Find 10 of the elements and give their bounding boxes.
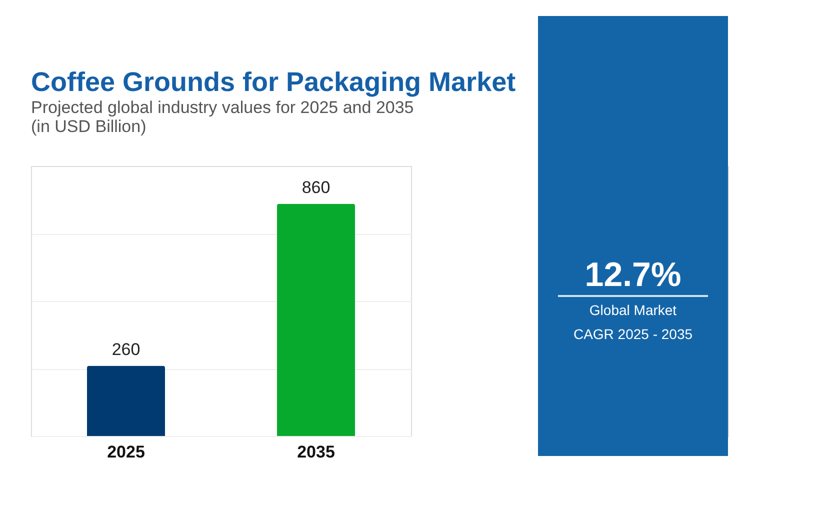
- text: (in USD Billion): [31, 117, 146, 136]
- text: Projected global industry values for 2025 and 2035: [31, 98, 414, 117]
- data-label: 860: [302, 178, 330, 197]
- chart-title: Coffee Grounds for Packaging Market: [31, 67, 516, 97]
- x-tick-label: 2025: [107, 442, 145, 462]
- text: CAGR 2025 - 2035: [573, 326, 693, 342]
- data-label: 260: [112, 340, 140, 359]
- x-tick-label: 2035: [297, 442, 335, 462]
- text: 12.7%: [584, 256, 682, 294]
- text: Global Market: [589, 302, 677, 318]
